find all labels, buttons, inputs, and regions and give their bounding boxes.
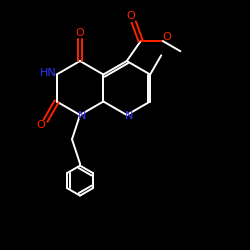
Text: HN: HN	[40, 68, 57, 78]
Text: N: N	[78, 111, 86, 121]
Text: O: O	[126, 11, 135, 21]
Text: O: O	[76, 28, 84, 38]
Text: O: O	[36, 120, 45, 130]
Text: O: O	[162, 32, 171, 42]
Text: N: N	[124, 111, 133, 121]
